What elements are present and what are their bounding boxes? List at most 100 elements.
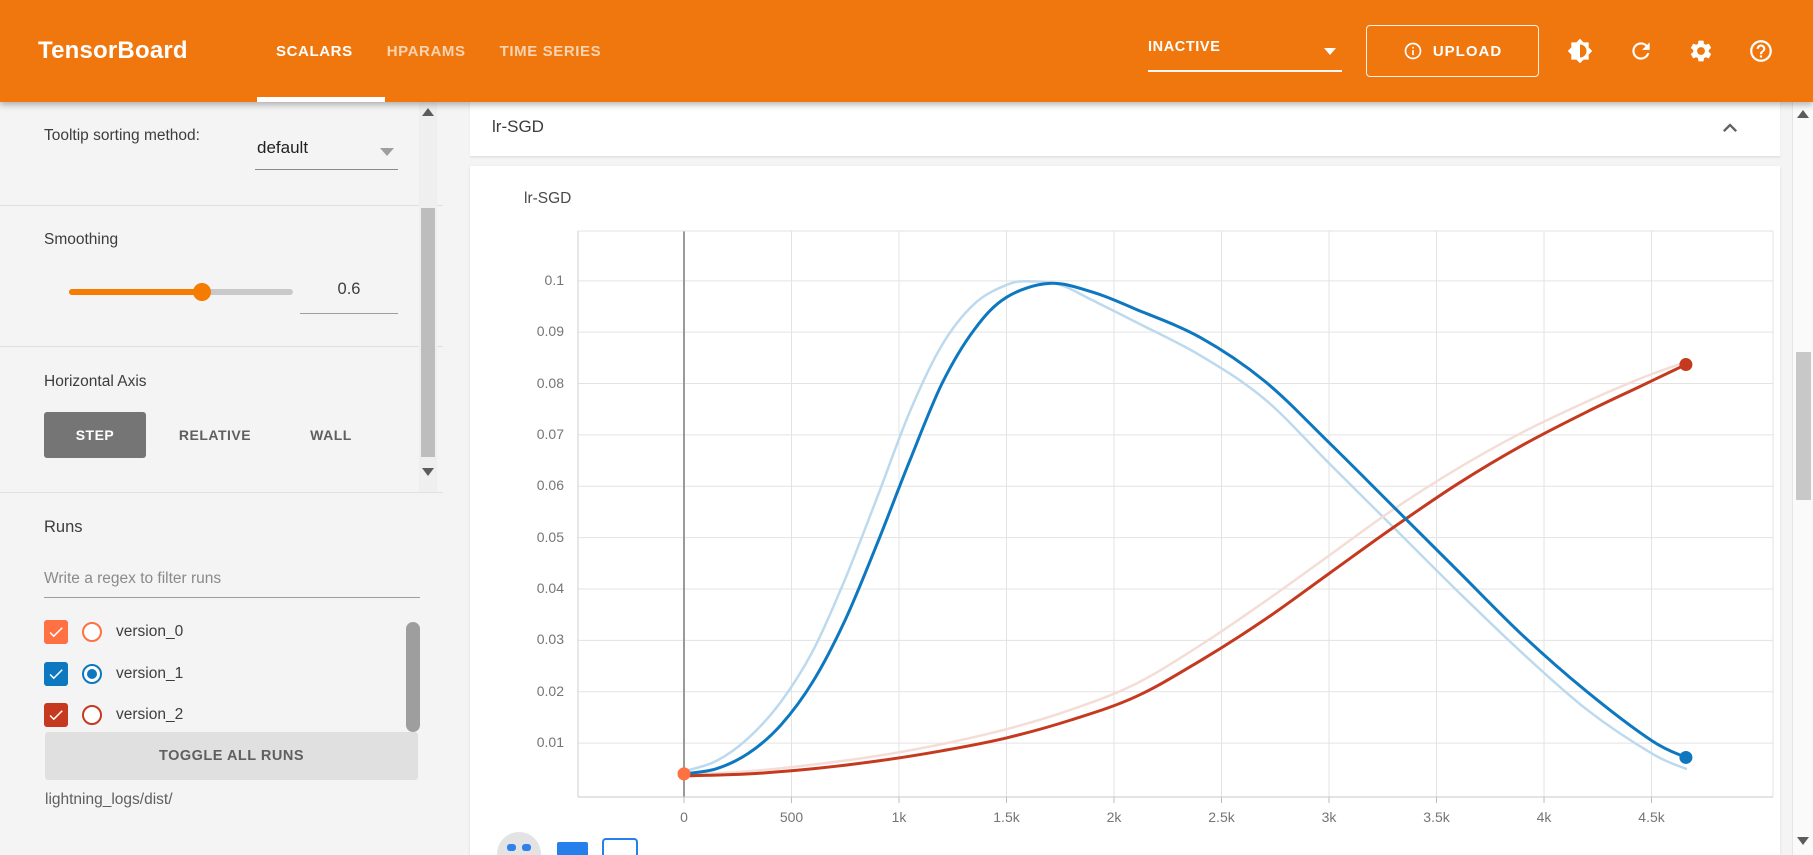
tooltip-sorting-value: default [257,138,309,157]
settings-sidebar: Tooltip sorting method: default Smoothin… [0,102,443,855]
x-axis-tick-label: 3.5k [1423,809,1450,825]
run-radio[interactable] [82,622,102,642]
chevron-up-icon [1723,123,1737,132]
settings-gear-icon[interactable] [1688,38,1714,64]
check-icon [49,710,63,721]
scroll-down-arrow-icon[interactable] [422,468,434,476]
series-line [682,280,1688,773]
runs-list-scrollbar-thumb[interactable] [406,622,420,732]
axis-option-wall[interactable]: WALL [310,427,352,443]
sidebar-scrollbar[interactable] [419,102,437,492]
pin-icon [522,844,531,851]
axis-option-relative[interactable]: RELATIVE [178,427,252,443]
tooltip-sorting-label: Tooltip sorting method: [44,127,200,144]
y-axis-tick-label: 0.02 [536,682,564,699]
smoothing-slider-thumb[interactable] [193,283,212,301]
x-axis-tick-label: 4k [1536,809,1552,825]
log-directory-path: lightning_logs/dist/ [45,791,173,808]
run-checkbox[interactable] [44,662,68,686]
run-name: version_2 [116,706,184,723]
chart-title: lr-SGD [524,190,572,207]
info-outline-icon [1404,42,1422,60]
axis-option-step[interactable]: STEP [44,412,146,458]
collapse-section-button[interactable] [1716,114,1744,142]
main-scrollbar[interactable] [1792,102,1813,855]
refresh-icon[interactable] [1628,38,1654,64]
scalar-chart-card: lr-SGD 0.01 0.02 0.03 0.04 0.05 0.06 0.07 0.08 0… [470,166,1780,855]
horizontal-axis-label: Horizontal Axis [44,373,147,390]
x-axis-tick-label: 4.5k [1638,809,1665,825]
y-axis-tick-label: 0.05 [536,528,564,545]
scroll-down-arrow-icon[interactable] [1797,837,1809,845]
status-dropdown-value: INACTIVE [1148,39,1221,55]
series-endpoint-dot [1679,358,1693,372]
scroll-up-arrow-icon[interactable] [1797,110,1809,118]
chevron-down-icon [1324,48,1336,55]
pin-card-button[interactable] [497,832,541,855]
pin-icon [507,844,516,851]
x-axis-tick-label: 3k [1321,809,1337,825]
scalar-section-header[interactable]: lr-SGD [470,100,1780,157]
run-row-version-0: version_0 [44,611,374,653]
run-radio[interactable] [82,664,102,684]
run-row-version-1: version_1 [44,653,374,695]
x-axis-tick-label: 2.5k [1208,809,1235,825]
x-axis-tick-label: 1k [891,809,907,825]
x-axis-tick-label: 1.5k [993,809,1020,825]
toggle-all-runs-button[interactable]: TOGGLE ALL RUNS [45,732,418,780]
run-checkbox[interactable] [44,620,68,644]
expand-card-button[interactable] [557,842,588,855]
series-line [682,363,1688,778]
run-radio[interactable] [82,705,102,725]
series-line [682,360,1688,777]
y-axis-tick-label: 0.1 [544,271,564,288]
scrollbar-thumb[interactable] [1796,352,1811,500]
upload-button-label: UPLOAD [1432,42,1503,60]
divider [0,346,443,347]
x-axis-tick-label: 2k [1106,809,1122,825]
x-axis-tick-label: 0 [680,809,688,825]
upload-button[interactable]: UPLOAD [1366,25,1539,77]
series-endpoint-dot [1679,750,1693,764]
check-icon [49,627,63,638]
divider [0,492,443,493]
active-tab-indicator [257,97,385,102]
fullscreen-card-button[interactable] [602,838,638,855]
run-name: version_1 [116,665,184,682]
line-chart[interactable] [577,230,1774,803]
y-axis-tick-label: 0.08 [536,374,564,391]
series-line [682,281,1688,776]
scroll-up-arrow-icon[interactable] [422,108,434,116]
status-dropdown[interactable]: INACTIVE [1148,30,1342,72]
smoothing-slider-fill [69,289,203,295]
series-endpoint-dot [677,767,691,781]
run-checkbox[interactable] [44,703,68,727]
y-axis-tick-label: 0.03 [536,631,564,648]
y-axis-tick-label: 0.06 [536,477,564,494]
y-axis-tick-label: 0.01 [536,734,564,751]
divider [0,205,443,206]
smoothing-slider[interactable] [69,283,293,301]
tab-hparams[interactable]: HPARAMS [386,42,466,60]
smoothing-label: Smoothing [44,231,119,248]
check-icon [49,669,63,680]
y-axis-tick-label: 0.09 [536,323,564,340]
y-axis-tick-label: 0.04 [536,579,564,596]
tab-scalars[interactable]: SCALARS [276,42,353,60]
tooltip-sorting-dropdown[interactable]: default [255,132,398,170]
run-name: version_0 [116,623,184,640]
app-logo: TensorBoard [38,37,188,64]
app-header: TensorBoard SCALARS HPARAMS TIME SERIES … [0,0,1813,102]
scrollbar-thumb[interactable] [421,208,435,457]
nav-tabs: SCALARS HPARAMS TIME SERIES [276,0,601,102]
brightness-icon[interactable] [1567,38,1593,64]
section-title: lr-SGD [492,117,544,136]
horizontal-axis-options: STEP RELATIVE WALL [0,412,443,458]
smoothing-value-field[interactable]: 0.6 [300,278,398,314]
tab-time-series[interactable]: TIME SERIES [499,42,602,60]
runs-filter-input[interactable] [44,560,420,598]
help-icon[interactable] [1748,38,1774,64]
chevron-down-icon [380,148,394,156]
chart-plot-area[interactable]: 0.01 0.02 0.03 0.04 0.05 0.06 0.07 0.08 0.09 0.1 0… [537,230,1774,825]
